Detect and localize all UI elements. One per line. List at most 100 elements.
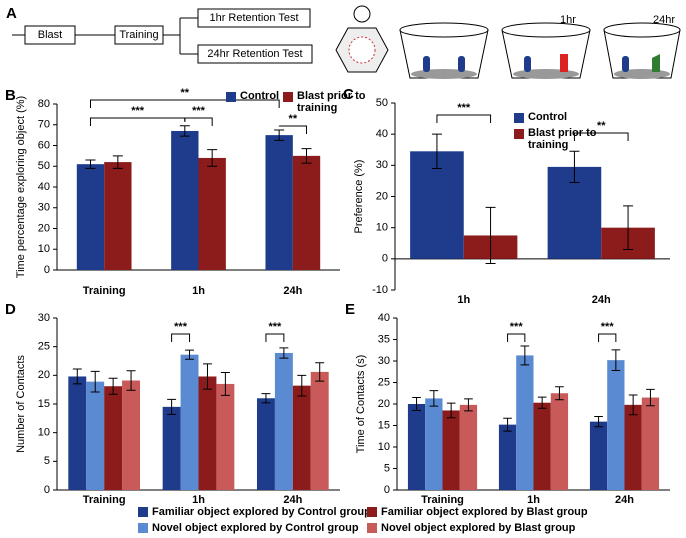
apparatus-label: 24hr [653, 14, 675, 26]
error-bar [261, 393, 271, 404]
test-box [197, 44, 313, 64]
error-bar [297, 374, 307, 397]
x-tick-label: 24h [283, 285, 302, 297]
legend-text: Control [528, 111, 568, 123]
error-bar [72, 368, 82, 385]
y-axis-label: Number of Contacts [15, 355, 27, 453]
x-tick-label: 24h [592, 294, 611, 306]
bar [550, 393, 569, 490]
y-tick-label: 0 [384, 484, 390, 496]
legend-label: Familiar object explored by Control grou… [152, 506, 371, 518]
y-tick-label: 70 [38, 119, 50, 131]
test-box [197, 8, 311, 28]
y-tick-label: 30 [376, 159, 388, 171]
x-tick-label: 1h [457, 294, 470, 306]
error-bar [446, 402, 456, 419]
bar [104, 162, 132, 270]
bar [310, 371, 329, 490]
bar [607, 360, 625, 490]
bar [86, 381, 105, 490]
x-tick-label: Training [83, 494, 126, 506]
bar [180, 354, 199, 490]
error-bar [274, 129, 285, 141]
y-tick-label: 35 [378, 333, 390, 345]
y-tick-label: 10 [38, 243, 50, 255]
significance-label: *** [601, 321, 615, 333]
x-tick-label: 24h [615, 494, 634, 506]
bucket-floor [411, 69, 477, 79]
significance-bracket [278, 125, 308, 134]
error-bar [628, 394, 638, 416]
panel-label: A [6, 5, 17, 22]
error-bar [412, 397, 421, 411]
legend-text: Blast prior to training [297, 90, 366, 114]
error-bar [179, 125, 190, 137]
legend-label: Familiar object explored by Blast group [381, 506, 588, 518]
y-tick-label: 40 [378, 312, 390, 324]
significance-bracket [171, 333, 191, 342]
legend-label: Control [528, 111, 568, 123]
y-tick-label: 40 [38, 181, 50, 193]
step-label: Training [119, 29, 158, 41]
y-tick-label: 60 [38, 139, 50, 151]
legend-swatch [367, 507, 377, 517]
object-icon [524, 56, 531, 72]
error-bar [126, 370, 136, 391]
error-bar [85, 159, 96, 169]
legend-swatch [226, 92, 236, 102]
step-label: Blast [38, 29, 62, 41]
y-tick-label: 15 [38, 398, 50, 410]
legend-swatch [514, 129, 524, 139]
significance-bracket [573, 132, 629, 141]
error-bar [315, 362, 325, 382]
panel-label: C [343, 86, 354, 103]
y-tick-label: 40 [376, 128, 388, 140]
y-axis-label: Preference (%) [353, 160, 365, 234]
error-bar [431, 133, 442, 169]
y-tick-label: 50 [376, 97, 388, 109]
error-bar [167, 398, 177, 415]
significance-bracket [89, 99, 280, 108]
bar [171, 130, 199, 270]
legend-label: Blast prior to training [297, 90, 366, 114]
step-box [114, 25, 164, 45]
error-bar [555, 386, 564, 401]
significance-label: *** [174, 321, 188, 333]
legend-label: Control [240, 90, 279, 102]
significance-bracket [507, 333, 526, 342]
error-bar [279, 347, 289, 359]
error-bar [202, 363, 212, 390]
object-icon [458, 56, 465, 72]
error-bar [220, 371, 230, 396]
panel-label: E [345, 301, 355, 318]
legend-label: Blast prior to training [528, 127, 596, 151]
object-icon [560, 54, 568, 72]
y-tick-label: 25 [378, 376, 390, 388]
bar [76, 164, 105, 270]
bar [425, 398, 443, 490]
significance-label: *** [457, 102, 471, 114]
y-tick-label: 5 [384, 462, 390, 474]
apparatus-label: 1hr [560, 14, 576, 26]
object-icon [652, 54, 660, 72]
y-tick-label: 30 [38, 312, 50, 324]
panel-label: D [5, 301, 16, 318]
y-tick-label: -10 [372, 284, 388, 296]
bar [641, 397, 660, 490]
legend-swatch [514, 113, 524, 123]
bar [265, 135, 293, 270]
error-bar [569, 150, 580, 183]
significance-label: *** [510, 321, 524, 333]
x-tick-label: 24h [283, 494, 302, 506]
y-axis-label: Time percentage exploring object (%) [15, 96, 27, 278]
significance-label: ** [597, 120, 606, 132]
bar [442, 410, 460, 490]
error-bar [90, 370, 100, 393]
bar [122, 380, 141, 490]
significance-bracket [89, 117, 186, 126]
bar [274, 352, 293, 490]
y-axis-label: Time of Contacts (s) [355, 355, 367, 454]
bucket-rim [603, 22, 681, 38]
error-bar [207, 149, 218, 167]
significance-label: *** [192, 105, 206, 117]
